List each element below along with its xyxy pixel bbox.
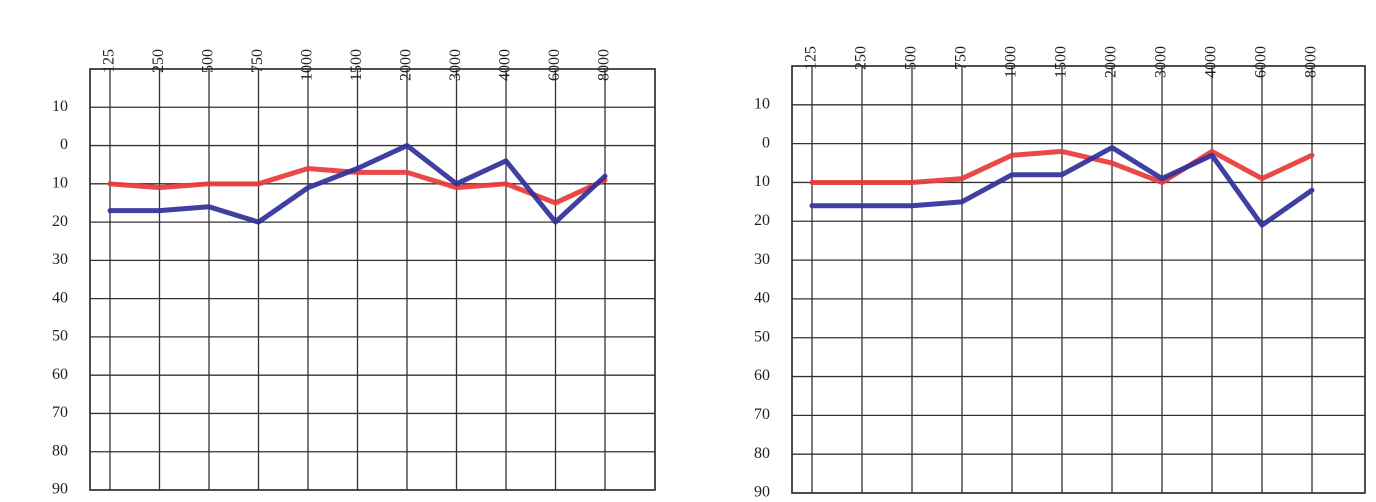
y-tick-label: 30	[52, 251, 68, 268]
x-tick-label: 4000	[1203, 46, 1220, 78]
y-tick-label: 50	[754, 328, 770, 345]
y-tick-label: 10	[754, 173, 770, 190]
x-tick-label: 2000	[398, 49, 415, 81]
x-tick-label: 250	[853, 46, 870, 70]
x-tick-label: 1000	[299, 49, 316, 81]
y-tick-label: 50	[52, 328, 68, 345]
y-tick-label: 10	[52, 98, 68, 115]
hearing-line	[107, 143, 608, 225]
x-tick-label: 1000	[1003, 46, 1020, 78]
x-tick-label: 3000	[447, 49, 464, 81]
x-tick-label: 250	[150, 49, 167, 73]
x-tick-label: 1500	[348, 49, 365, 81]
hearing-line	[809, 148, 1315, 185]
x-tick-label: 6000	[1253, 46, 1270, 78]
y-tick-label: 70	[754, 406, 770, 423]
x-tick-label: 750	[249, 49, 266, 73]
x-tick-label: 500	[903, 46, 920, 70]
y-tick-label: 10	[754, 95, 770, 112]
x-tick-label: 8000	[1303, 46, 1320, 78]
x-tick-label: 3000	[1153, 46, 1170, 78]
y-tick-label: 80	[754, 445, 770, 462]
y-tick-label: 80	[52, 442, 68, 459]
y-tick-label: 10	[52, 174, 68, 191]
x-tick-label: 125	[101, 49, 118, 73]
y-tick-label: 0	[762, 134, 770, 151]
hearing-line	[809, 145, 1315, 228]
x-tick-label: 2000	[1103, 46, 1120, 78]
y-tick-label: 20	[52, 213, 68, 230]
y-tick-label: 20	[754, 212, 770, 229]
y-tick-label: 70	[52, 404, 68, 421]
y-tick-label: 90	[754, 484, 770, 501]
x-tick-label: 125	[803, 46, 820, 70]
chart-frame	[89, 68, 656, 491]
y-tick-label: 60	[52, 366, 68, 383]
hearing-line	[107, 166, 608, 206]
chart-frame	[791, 65, 1366, 494]
y-tick-label: 90	[52, 481, 68, 498]
x-tick-label: 4000	[497, 49, 514, 81]
x-tick-label: 6000	[546, 49, 563, 81]
y-tick-label: 0	[60, 136, 68, 153]
y-tick-label: 60	[754, 367, 770, 384]
y-tick-label: 40	[754, 290, 770, 307]
x-tick-label: 8000	[596, 49, 613, 81]
x-tick-label: 750	[953, 46, 970, 70]
x-tick-label: 1500	[1053, 46, 1070, 78]
y-tick-label: 40	[52, 289, 68, 306]
y-tick-label: 30	[754, 251, 770, 268]
x-tick-label: 500	[200, 49, 217, 73]
